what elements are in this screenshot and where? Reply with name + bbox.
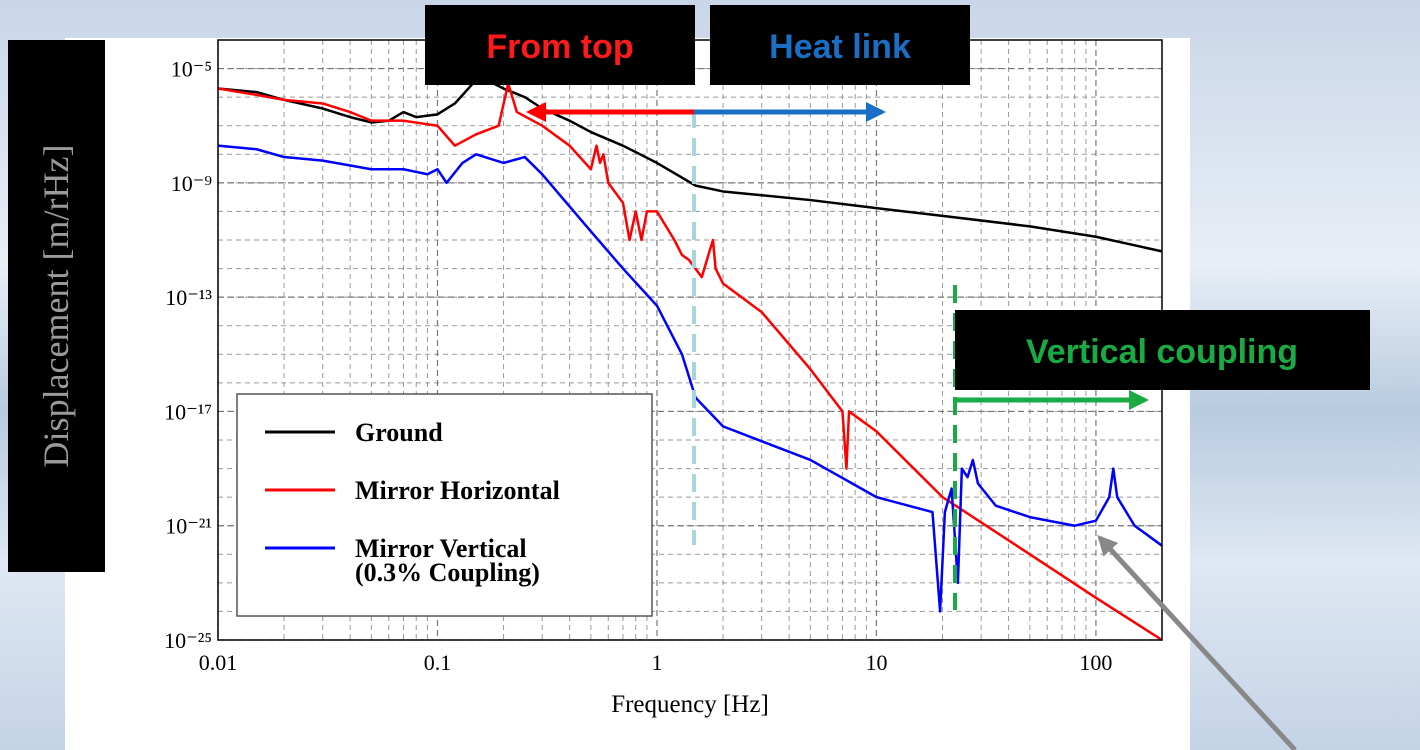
- x-tick-label: 0.01: [199, 650, 238, 675]
- y-tick-label: 10⁻²⁵: [164, 628, 212, 653]
- x-tick-label: 1: [651, 650, 662, 675]
- y-tick-label: 10⁻⁹: [171, 171, 213, 196]
- annotation: Heat link: [769, 28, 911, 66]
- annotation-box: [955, 310, 1370, 390]
- y-tick-label: 10⁻¹⁷: [164, 399, 212, 424]
- y-tick-label: 10⁻¹³: [165, 285, 212, 310]
- annotation-box: [710, 5, 970, 85]
- legend-label: Ground: [355, 418, 443, 447]
- annotation-box: [425, 5, 695, 85]
- x-axis-label: Frequency [Hz]: [611, 691, 769, 718]
- data-line: [217, 78, 1163, 253]
- data-line: [217, 82, 1163, 642]
- annotation: From top: [486, 28, 633, 66]
- x-tick-label: 10: [865, 650, 887, 675]
- arrow: [1097, 535, 1297, 750]
- x-tick-label: 100: [1079, 650, 1112, 675]
- x-tick-label: 0.1: [424, 650, 452, 675]
- legend: Ground Mirror Horizontal Mirror Vertical (0…: [236, 393, 653, 617]
- legend-label: Mirror Vertical (0.3% Coupling): [355, 534, 540, 587]
- y-tick-label: 10⁻²¹: [165, 514, 212, 539]
- y-axis-label: Displacement [m/rHz]: [36, 145, 76, 468]
- data-line: [217, 144, 1163, 613]
- lines: [217, 78, 1163, 642]
- y-tick-label: 10⁻⁵: [171, 57, 212, 82]
- ylabel-box: [8, 40, 105, 572]
- legend-label: Mirror Horizontal: [355, 476, 560, 505]
- annotation: Vertical coupling: [1026, 333, 1298, 371]
